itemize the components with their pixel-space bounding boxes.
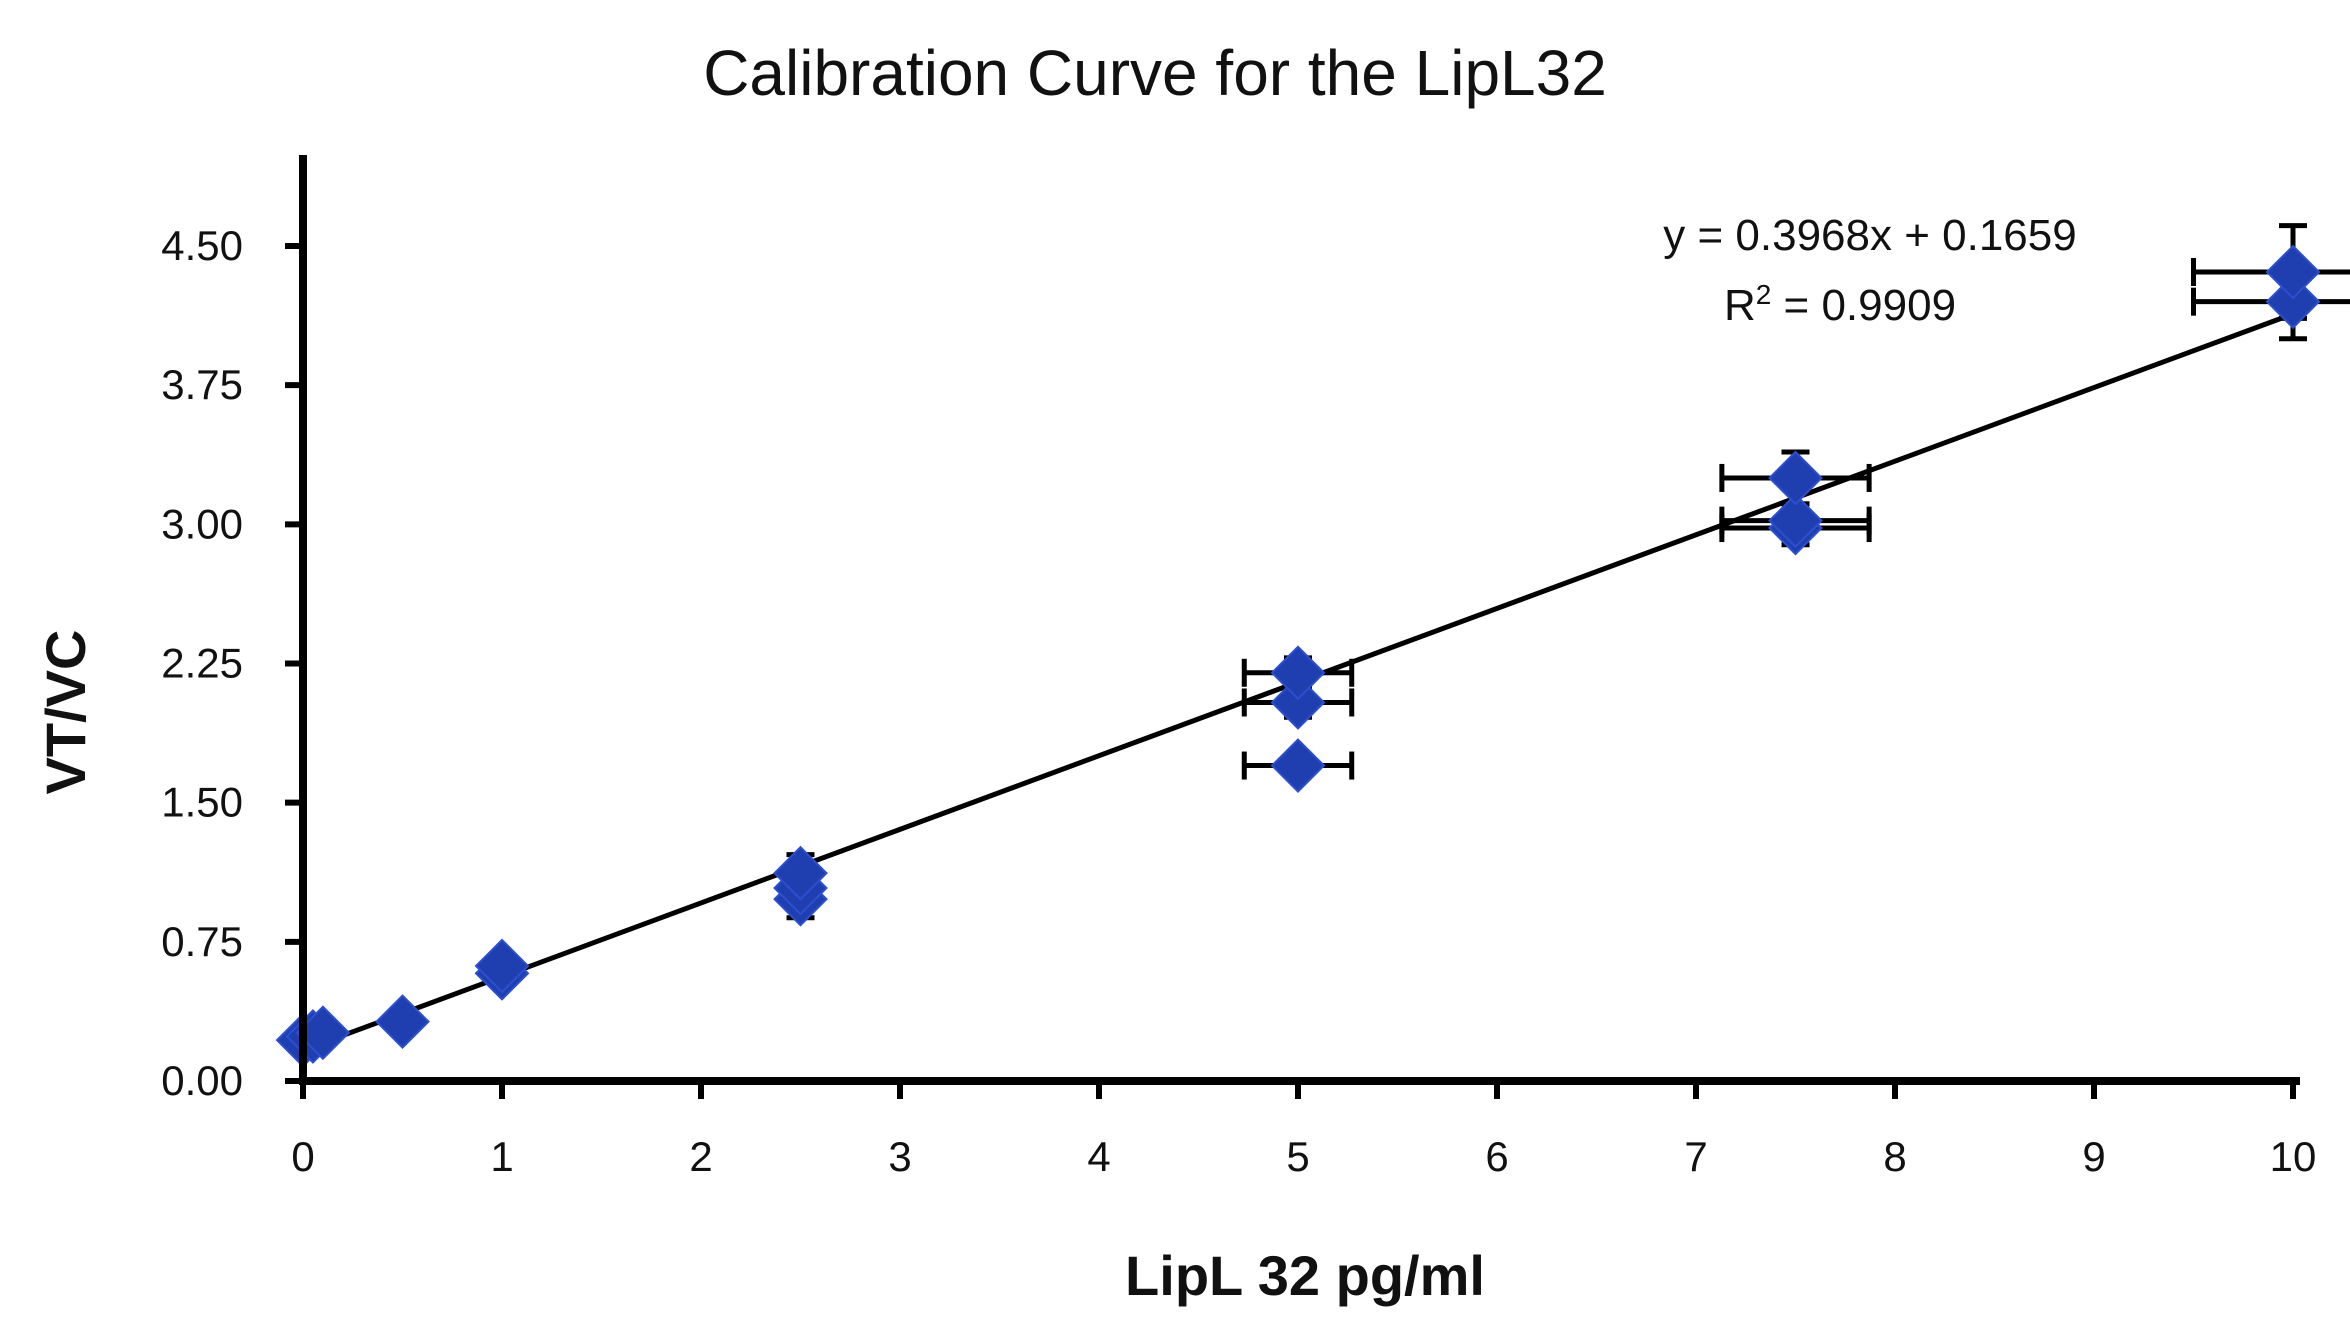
trendline-equation: y = 0.3968x + 0.1659 [1663,211,2076,260]
y-axis-ticks: 0.00 0.75 1.50 2.25 3.00 3.75 4.50 [161,222,303,1104]
x-tick-label: 8 [1883,1133,1906,1180]
x-tick-label: 9 [2082,1133,2105,1180]
data-points [277,246,2319,1066]
x-tick-label: 0 [291,1133,314,1180]
y-tick-label: 0.00 [161,1057,243,1104]
x-tick-label: 5 [1286,1133,1309,1180]
y-tick-label: 0.75 [161,918,243,965]
y-axis-label: VT/VC [34,630,97,795]
x-tick-label: 1 [490,1133,513,1180]
data-point-marker [2267,246,2319,298]
x-axis-ticks: 0 1 2 3 4 5 6 7 8 9 10 [291,1081,2316,1180]
r-squared-value: = 0.9909 [1771,281,1956,330]
y-tick-label: 2.25 [161,640,243,687]
data-point-marker [1770,452,1822,504]
x-axis-label: LipL 32 pg/ml [1125,1244,1485,1307]
x-tick-label: 2 [689,1133,712,1180]
x-tick-label: 10 [2270,1133,2317,1180]
y-tick-label: 1.50 [161,779,243,826]
x-tick-label: 6 [1485,1133,1508,1180]
y-tick-label: 3.75 [161,361,243,408]
data-point-marker [1272,740,1324,792]
y-tick-label: 3.00 [161,500,243,547]
data-point-marker [377,996,429,1048]
x-tick-label: 7 [1684,1133,1707,1180]
error-bars [787,226,2350,918]
r-squared-superscript: 2 [1756,279,1772,310]
chart-title: Calibration Curve for the LipL32 [703,37,1607,109]
r-squared-label: R2 = 0.9909 [1724,279,1956,330]
y-tick-label: 4.50 [161,222,243,269]
r-squared-symbol: R [1724,281,1756,330]
x-tick-label: 3 [888,1133,911,1180]
x-tick-label: 4 [1087,1133,1110,1180]
